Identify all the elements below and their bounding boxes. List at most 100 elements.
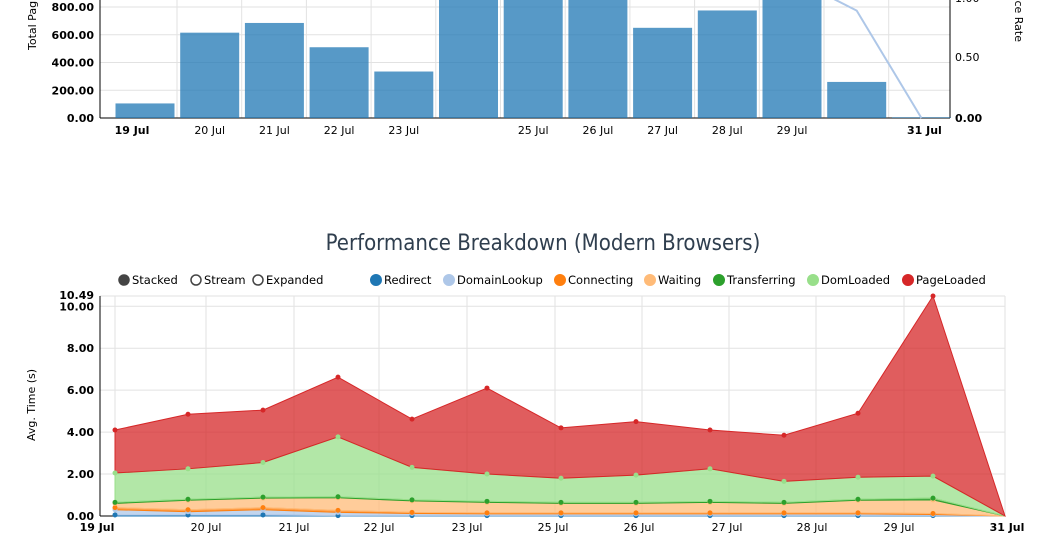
y-tick-label: 8.00 bbox=[67, 342, 94, 355]
y-tick-label: 2.00 bbox=[67, 468, 94, 481]
point-pageloaded-30-jul bbox=[930, 293, 936, 299]
x-tick-label-19-jul: 19 Jul bbox=[80, 521, 115, 534]
legend-swatch-transferring bbox=[713, 274, 725, 286]
legend-label-domainlookup: DomainLookup bbox=[457, 273, 543, 287]
point-domloaded-28-jul bbox=[781, 478, 787, 484]
point-domloaded-25-jul bbox=[558, 475, 564, 481]
legend-item-domloaded[interactable]: DomLoaded bbox=[807, 273, 891, 287]
radio-expanded-icon[interactable] bbox=[252, 274, 264, 286]
point-connecting-22-jul bbox=[335, 507, 341, 513]
mode-label-stacked: Stacked bbox=[132, 273, 178, 287]
top-chart-x-axis: 19 Jul 20 Jul 21 Jul 22 Jul 23 Jul 25 Jul 26 J… bbox=[115, 124, 942, 137]
point-redirect-19-jul bbox=[112, 512, 118, 518]
bar-26-jul bbox=[568, 0, 628, 118]
point-redirect-21-jul bbox=[260, 512, 266, 518]
radio-stream-icon[interactable] bbox=[190, 274, 202, 286]
point-pageloaded-25-jul bbox=[558, 425, 564, 431]
y-tick-label-zero: 0.00 bbox=[67, 510, 94, 523]
y2-tick-label-zero: 0.00 bbox=[955, 112, 982, 125]
legend-label-waiting: Waiting bbox=[658, 273, 701, 287]
point-transferring-20-jul bbox=[185, 496, 191, 502]
mode-stacked[interactable]: Stacked bbox=[118, 273, 178, 287]
bar-27-jul bbox=[633, 27, 693, 118]
legend-swatch-waiting bbox=[644, 274, 656, 286]
x-tick-label-21-jul: 21 Jul bbox=[259, 124, 290, 137]
point-connecting-29-jul bbox=[855, 510, 861, 516]
x-tick-label-27-jul: 27 Jul bbox=[647, 124, 678, 137]
y-tick-label-max: 10.49 bbox=[59, 289, 94, 302]
point-domloaded-22-jul bbox=[335, 434, 341, 440]
point-transferring-22-jul bbox=[335, 494, 341, 500]
bottom-chart-y-axis-label: Avg. Time (s) bbox=[25, 369, 38, 441]
point-connecting-25-jul bbox=[558, 510, 564, 516]
legend-swatch-redirect bbox=[370, 274, 382, 286]
point-pageloaded-19-jul bbox=[112, 427, 118, 433]
legend-item-transferring[interactable]: Transferring bbox=[713, 273, 796, 287]
point-pageloaded-29-jul bbox=[855, 410, 861, 416]
point-pageloaded-21-jul bbox=[260, 407, 266, 413]
bottom-chart-x-axis: 19 Jul 20 Jul 21 Jul 22 Jul 23 Jul 25 Jul 26 J… bbox=[80, 521, 1025, 534]
legend-swatch-connecting bbox=[554, 274, 566, 286]
x-tick-label-31-jul: 31 Jul bbox=[990, 521, 1025, 534]
x-tick-label-27-jul: 27 Jul bbox=[712, 521, 743, 534]
bar-30-jul bbox=[827, 81, 887, 118]
x-tick-label-29-jul: 29 Jul bbox=[884, 521, 915, 534]
top-chart-y-axis: 200.00 400.00 600.00 800.00 0.00 bbox=[52, 1, 95, 125]
y-tick-label: 4.00 bbox=[67, 426, 94, 439]
page-views-chart: 200.00 400.00 600.00 800.00 0.00 0.50 0.00 1.0… bbox=[26, 0, 1025, 137]
point-transferring-26-jul bbox=[633, 499, 639, 505]
x-tick-label-26-jul: 26 Jul bbox=[583, 124, 614, 137]
mode-expanded[interactable]: Expanded bbox=[252, 273, 323, 287]
point-connecting-30-jul bbox=[930, 510, 936, 516]
legend-item-pageloaded[interactable]: PageLoaded bbox=[902, 273, 986, 287]
bar-29-jul bbox=[762, 0, 822, 118]
point-transferring-30-jul bbox=[930, 495, 936, 501]
legend-item-redirect[interactable]: Redirect bbox=[370, 273, 432, 287]
point-pageloaded-27-jul bbox=[707, 427, 713, 433]
x-tick-label-29-jul: 29 Jul bbox=[777, 124, 808, 137]
point-connecting-28-jul bbox=[781, 510, 787, 516]
x-tick-label-25-jul: 25 Jul bbox=[538, 521, 569, 534]
x-tick-label-22-jul: 22 Jul bbox=[324, 124, 355, 137]
point-transferring-21-jul bbox=[260, 494, 266, 500]
mode-stream[interactable]: Stream bbox=[190, 273, 246, 287]
point-connecting-20-jul bbox=[185, 507, 191, 513]
bar-22-jul bbox=[309, 47, 369, 118]
point-connecting-24-jul bbox=[484, 510, 490, 516]
radio-stacked-icon[interactable] bbox=[118, 274, 130, 286]
point-domloaded-27-jul bbox=[707, 466, 713, 472]
point-connecting-23-jul bbox=[409, 509, 415, 515]
y2-tick-label: 0.50 bbox=[955, 51, 980, 64]
x-tick-label-23-jul: 23 Jul bbox=[388, 124, 419, 137]
top-chart-y2-axis: 0.50 0.00 1.00 bbox=[955, 0, 982, 125]
point-pageloaded-23-jul bbox=[409, 416, 415, 422]
legend-swatch-pageloaded bbox=[902, 274, 914, 286]
legend-item-domainlookup[interactable]: DomainLookup bbox=[443, 273, 543, 287]
legend-label-transferring: Transferring bbox=[726, 273, 796, 287]
y-tick-label: 800.00 bbox=[52, 1, 95, 14]
point-pageloaded-26-jul bbox=[633, 419, 639, 425]
mode-label-stream: Stream bbox=[204, 273, 246, 287]
chart-title: Performance Breakdown (Modern Browsers) bbox=[326, 231, 761, 256]
bar-23-jul bbox=[374, 71, 434, 118]
top-chart-y2-axis-label: ce Rate bbox=[1012, 0, 1025, 42]
point-pageloaded-28-jul bbox=[781, 432, 787, 438]
legend-item-waiting[interactable]: Waiting bbox=[644, 273, 702, 287]
legend-item-connecting[interactable]: Connecting bbox=[554, 273, 634, 287]
legend-label-pageloaded: PageLoaded bbox=[916, 273, 986, 287]
y-tick-label: 6.00 bbox=[67, 384, 94, 397]
x-tick-label-31-jul: 31 Jul bbox=[907, 124, 942, 137]
bar-25-jul bbox=[503, 0, 563, 118]
performance-breakdown-chart: Performance Breakdown (Modern Browsers) … bbox=[25, 231, 1024, 534]
mode-label-expanded: Expanded bbox=[266, 273, 323, 287]
legend-swatch-domloaded bbox=[807, 274, 819, 286]
bottom-chart-y-axis: 2.00 4.00 6.00 8.00 10.00 0.00 10.49 bbox=[59, 289, 94, 523]
point-pageloaded-20-jul bbox=[185, 411, 191, 417]
point-domloaded-29-jul bbox=[855, 474, 861, 480]
bar-19-jul bbox=[115, 103, 175, 118]
x-tick-label-20-jul: 20 Jul bbox=[194, 124, 225, 137]
point-transferring-19-jul bbox=[112, 499, 118, 505]
y-tick-label-zero: 0.00 bbox=[67, 112, 94, 125]
point-connecting-26-jul bbox=[633, 510, 639, 516]
x-tick-label-19-jul: 19 Jul bbox=[115, 124, 150, 137]
